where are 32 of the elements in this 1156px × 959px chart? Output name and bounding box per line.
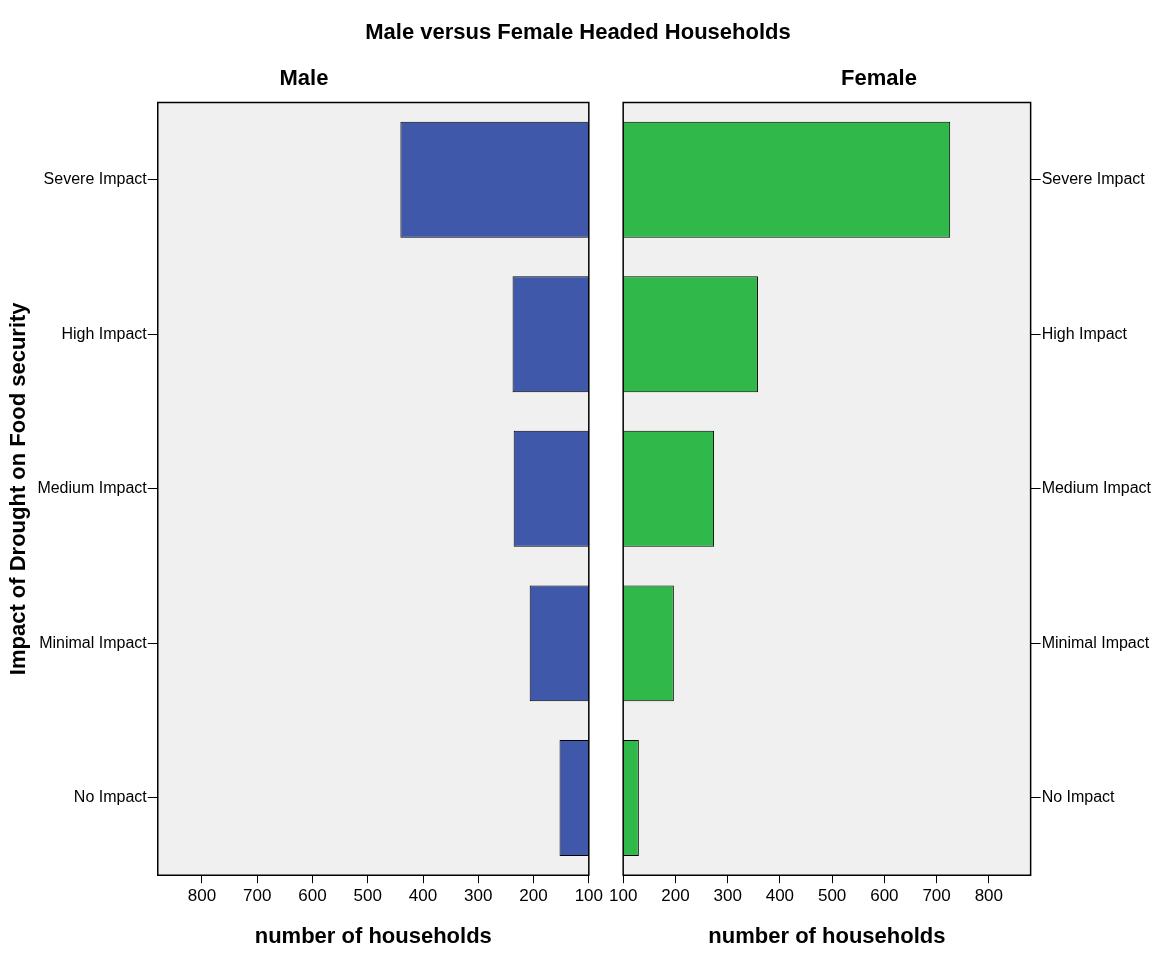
x-tick-label: 400 (408, 886, 438, 906)
y-tick-label: Minimal Impact (1041, 633, 1150, 651)
y-tick-label: Severe Impact (43, 170, 148, 188)
x-tick-label: 500 (817, 886, 847, 906)
x-tick-label: 100 (574, 886, 604, 906)
y-tick-label: High Impact (1041, 324, 1128, 342)
text: Male (279, 65, 329, 91)
x-axis-title: number of households (708, 922, 946, 948)
y-tick-label: No Impact (1041, 788, 1116, 806)
y-tick-label: High Impact (61, 324, 148, 342)
y-tick-label: No Impact (73, 788, 148, 806)
x-tick-label: 200 (661, 886, 690, 906)
chart-title: Male versus Female Headed Households (364, 18, 792, 46)
x-tick-label: 800 (974, 886, 1004, 906)
x-tick-label: 700 (243, 886, 272, 906)
y-tick-label: Medium Impact (1041, 479, 1152, 497)
x-tick-label: 100 (608, 886, 638, 906)
x-tick-label: 500 (353, 886, 382, 906)
y-tick-label: Medium Impact (37, 479, 148, 497)
x-tick-label: 700 (922, 886, 951, 906)
x-tick-label: 600 (298, 886, 327, 906)
x-tick-label: 300 (713, 886, 742, 906)
y-axis-title: Impact of Drought on Food security (5, 301, 31, 676)
x-tick-label: 200 (519, 886, 548, 906)
x-tick-label: 600 (870, 886, 899, 906)
y-tick-label: Severe Impact (1041, 170, 1146, 188)
y-tick-label: Minimal Impact (39, 633, 148, 651)
series-label: Female (841, 65, 917, 91)
x-tick-label: 300 (464, 886, 493, 906)
x-tick-label: 400 (765, 886, 795, 906)
x-axis-title: number of households (254, 922, 492, 948)
x-tick-label: 800 (187, 886, 217, 906)
